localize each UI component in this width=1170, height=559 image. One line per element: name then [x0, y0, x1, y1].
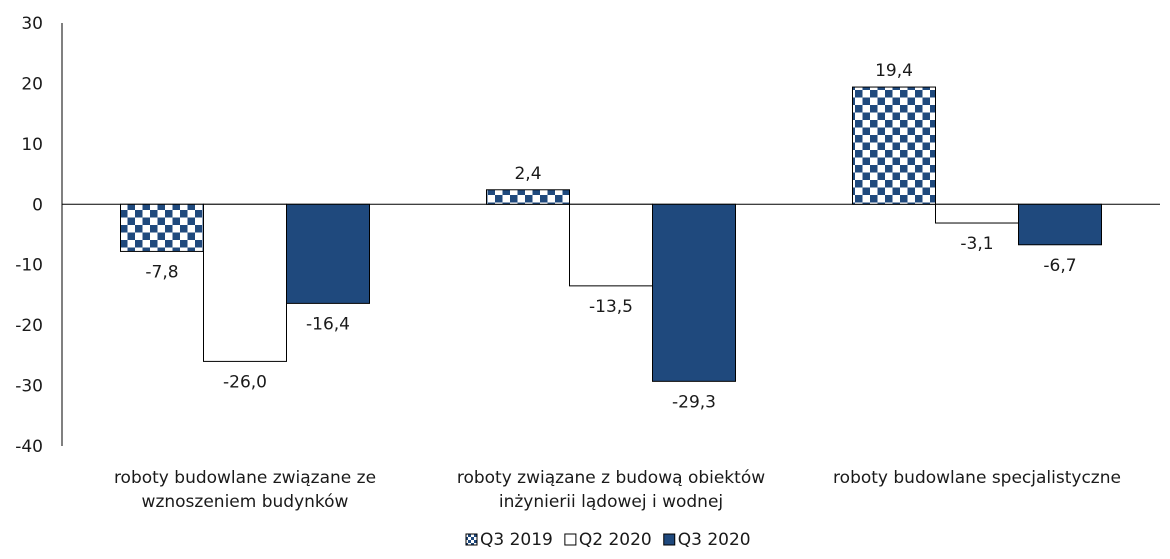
- data-label: -6,7: [1043, 256, 1076, 276]
- bar-q2-2020: [569, 203, 653, 287]
- bar-q3-2019: [486, 189, 570, 205]
- data-labels: -7,8 -26,0 -16,4 2,4 -13,5 -29,3 19,4 -3,1 -6,7: [145, 61, 1076, 412]
- legend-item: Q3 2020: [663, 530, 751, 550]
- y-tick-label: 20: [21, 74, 43, 94]
- category-label: roboty budowlane związane ze: [114, 468, 376, 488]
- bar-q2-2020: [935, 203, 1019, 224]
- data-label: 2,4: [514, 164, 541, 184]
- legend-item: Q2 2020: [564, 530, 652, 550]
- data-label: 19,4: [875, 61, 913, 81]
- bar-q3-2020: [286, 203, 370, 304]
- data-label: -26,0: [223, 372, 267, 392]
- category-label: inżynierii lądowej i wodnej: [499, 492, 723, 512]
- bar-q3-2019: [852, 86, 936, 205]
- bar-q3-2019: [120, 203, 204, 252]
- legend-label: Q3 2020: [678, 530, 751, 550]
- bar-q2-2020: [203, 203, 287, 362]
- bar-q3-2020: [1018, 203, 1102, 246]
- y-tick-label: -20: [15, 316, 43, 336]
- legend-label: Q2 2020: [579, 530, 652, 550]
- legend-swatch: [564, 533, 577, 546]
- data-label: -3,1: [960, 234, 993, 254]
- legend-swatch: [465, 533, 478, 546]
- category-label: wznoszeniem budynków: [142, 492, 349, 512]
- data-label: -13,5: [589, 297, 633, 317]
- y-tick-label: 10: [21, 135, 43, 155]
- y-tick-label: -10: [15, 256, 43, 276]
- data-label: -16,4: [306, 314, 350, 334]
- bars: [120, 86, 1102, 382]
- bar-q3-2020: [652, 203, 736, 382]
- y-tick-label: -40: [15, 437, 43, 457]
- y-tick-label: -30: [15, 377, 43, 397]
- category-label: roboty budowlane specjalistyczne: [833, 468, 1121, 488]
- data-label: -7,8: [145, 262, 178, 282]
- y-tick-label: 0: [32, 195, 43, 215]
- legend: Q3 2019 Q2 2020 Q3 2020: [465, 530, 751, 550]
- data-label: -29,3: [672, 392, 716, 412]
- category-labels: roboty budowlane związane ze wznoszeniem …: [114, 468, 1121, 512]
- legend-swatch: [663, 533, 676, 546]
- category-label: roboty związane z budową obiektów: [457, 468, 765, 488]
- y-tick-label: 30: [21, 14, 43, 34]
- legend-item: Q3 2019: [465, 530, 553, 550]
- legend-label: Q3 2019: [480, 530, 553, 550]
